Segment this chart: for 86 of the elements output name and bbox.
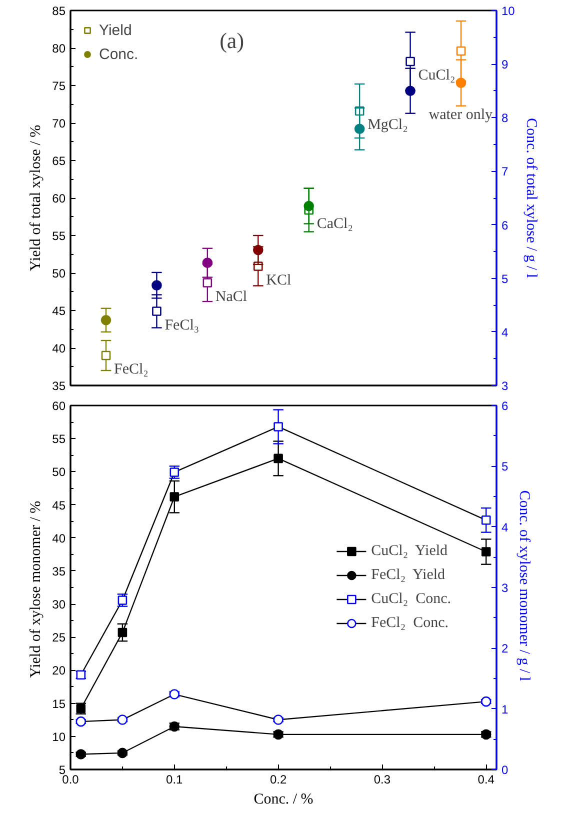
x-axis-title: Conc. / % bbox=[254, 792, 314, 808]
y2-tick-label: 10 bbox=[502, 4, 516, 18]
point bbox=[170, 492, 180, 502]
y2-tick-label: 0 bbox=[502, 763, 508, 777]
y-tick-label: 40 bbox=[52, 342, 66, 356]
y-tick-label: 70 bbox=[52, 116, 66, 130]
x-tick-label: 0.3 bbox=[374, 772, 391, 786]
y-tick-label: 55 bbox=[52, 229, 66, 243]
y-tick-label: 60 bbox=[52, 399, 66, 413]
legend-label: Conc. bbox=[99, 46, 138, 62]
point bbox=[117, 714, 128, 725]
point bbox=[101, 350, 111, 360]
point bbox=[481, 516, 491, 525]
point bbox=[456, 46, 466, 56]
annotation: (a) bbox=[220, 28, 244, 53]
y2-tick-label: 4 bbox=[502, 520, 508, 534]
y-tick-label: 75 bbox=[52, 79, 66, 93]
annotation: KCl bbox=[266, 272, 292, 288]
point bbox=[405, 86, 416, 96]
point bbox=[480, 696, 492, 707]
y-tick-label: 50 bbox=[52, 465, 66, 480]
y-axis-title: Yield of total xylose / % bbox=[28, 124, 44, 272]
y2-tick-label: 2 bbox=[502, 642, 508, 656]
point bbox=[202, 258, 213, 268]
x-tick-label: 0.1 bbox=[166, 772, 184, 786]
y2-axis-title: Conc. of xylose monomer / g / l bbox=[516, 490, 532, 682]
legend-label: CuCl₂ Conc. bbox=[371, 590, 451, 608]
y-tick-label: 35 bbox=[52, 564, 66, 578]
point bbox=[456, 78, 466, 88]
point bbox=[252, 244, 264, 256]
y-tick-label: 10 bbox=[52, 730, 66, 744]
y2-tick-label: 8 bbox=[502, 111, 508, 126]
point bbox=[273, 714, 284, 725]
x-tick-label: 0.4 bbox=[478, 772, 495, 786]
point bbox=[406, 56, 415, 66]
point bbox=[152, 306, 162, 316]
y2-tick-label: 6 bbox=[502, 399, 508, 413]
y-tick-label: 55 bbox=[52, 432, 66, 446]
annotation: FeCl₂ bbox=[114, 362, 148, 378]
annotation: FeCl₃ bbox=[164, 317, 200, 334]
y-tick-label: 25 bbox=[52, 630, 66, 645]
y2-tick-label: 6 bbox=[502, 218, 508, 232]
y-tick-label: 35 bbox=[52, 379, 66, 393]
y-tick-label: 40 bbox=[52, 531, 66, 546]
y-axis-title: Yield of xylose monomer / % bbox=[28, 500, 44, 678]
y-tick-label: 45 bbox=[52, 304, 66, 318]
point bbox=[304, 200, 314, 212]
point bbox=[481, 547, 491, 556]
y2-tick-label: 3 bbox=[502, 581, 508, 595]
point bbox=[274, 422, 283, 432]
y-tick-label: 60 bbox=[52, 192, 66, 206]
y2-tick-label: 5 bbox=[502, 460, 508, 474]
y2-tick-label: 1 bbox=[502, 702, 508, 716]
point bbox=[354, 124, 365, 134]
y2-axis-title: Conc. of total xylose / g / l bbox=[522, 118, 539, 278]
annotation: CaCl₂ bbox=[316, 216, 353, 232]
y-tick-label: 45 bbox=[52, 498, 66, 512]
y2-tick-label: 3 bbox=[502, 379, 508, 393]
point bbox=[117, 748, 128, 758]
annotation: water only bbox=[428, 107, 493, 123]
point bbox=[100, 315, 112, 326]
y-tick-label: 20 bbox=[52, 664, 66, 678]
legend-label: FeCl₂ Yield bbox=[371, 566, 446, 584]
y-tick-label: 50 bbox=[52, 266, 66, 280]
annotation: MgCl₂ bbox=[368, 117, 408, 133]
x-tick-label: 0.2 bbox=[270, 772, 287, 786]
y2-tick-label: 4 bbox=[502, 325, 508, 340]
legend-label: Yield bbox=[99, 22, 132, 38]
point bbox=[152, 280, 162, 290]
legend-label: FeCl₂ Conc. bbox=[371, 614, 448, 632]
y2-tick-label: 7 bbox=[502, 164, 508, 179]
y-tick-label: 30 bbox=[52, 598, 66, 612]
legend-label: CuCl₂ Yield bbox=[371, 542, 448, 560]
y-tick-label: 80 bbox=[52, 42, 66, 56]
y2-tick-label: 5 bbox=[502, 272, 508, 286]
point bbox=[274, 454, 283, 464]
y-tick-label: 15 bbox=[52, 696, 66, 711]
annotation: NaCl bbox=[215, 288, 248, 305]
point bbox=[76, 749, 86, 760]
point bbox=[202, 278, 212, 288]
y-tick-label: 65 bbox=[52, 154, 66, 168]
annotation: CuCl₂ bbox=[418, 68, 456, 84]
y2-tick-label: 9 bbox=[502, 58, 508, 72]
point bbox=[76, 716, 86, 727]
y-tick-label: 85 bbox=[52, 4, 66, 18]
point bbox=[118, 628, 128, 638]
